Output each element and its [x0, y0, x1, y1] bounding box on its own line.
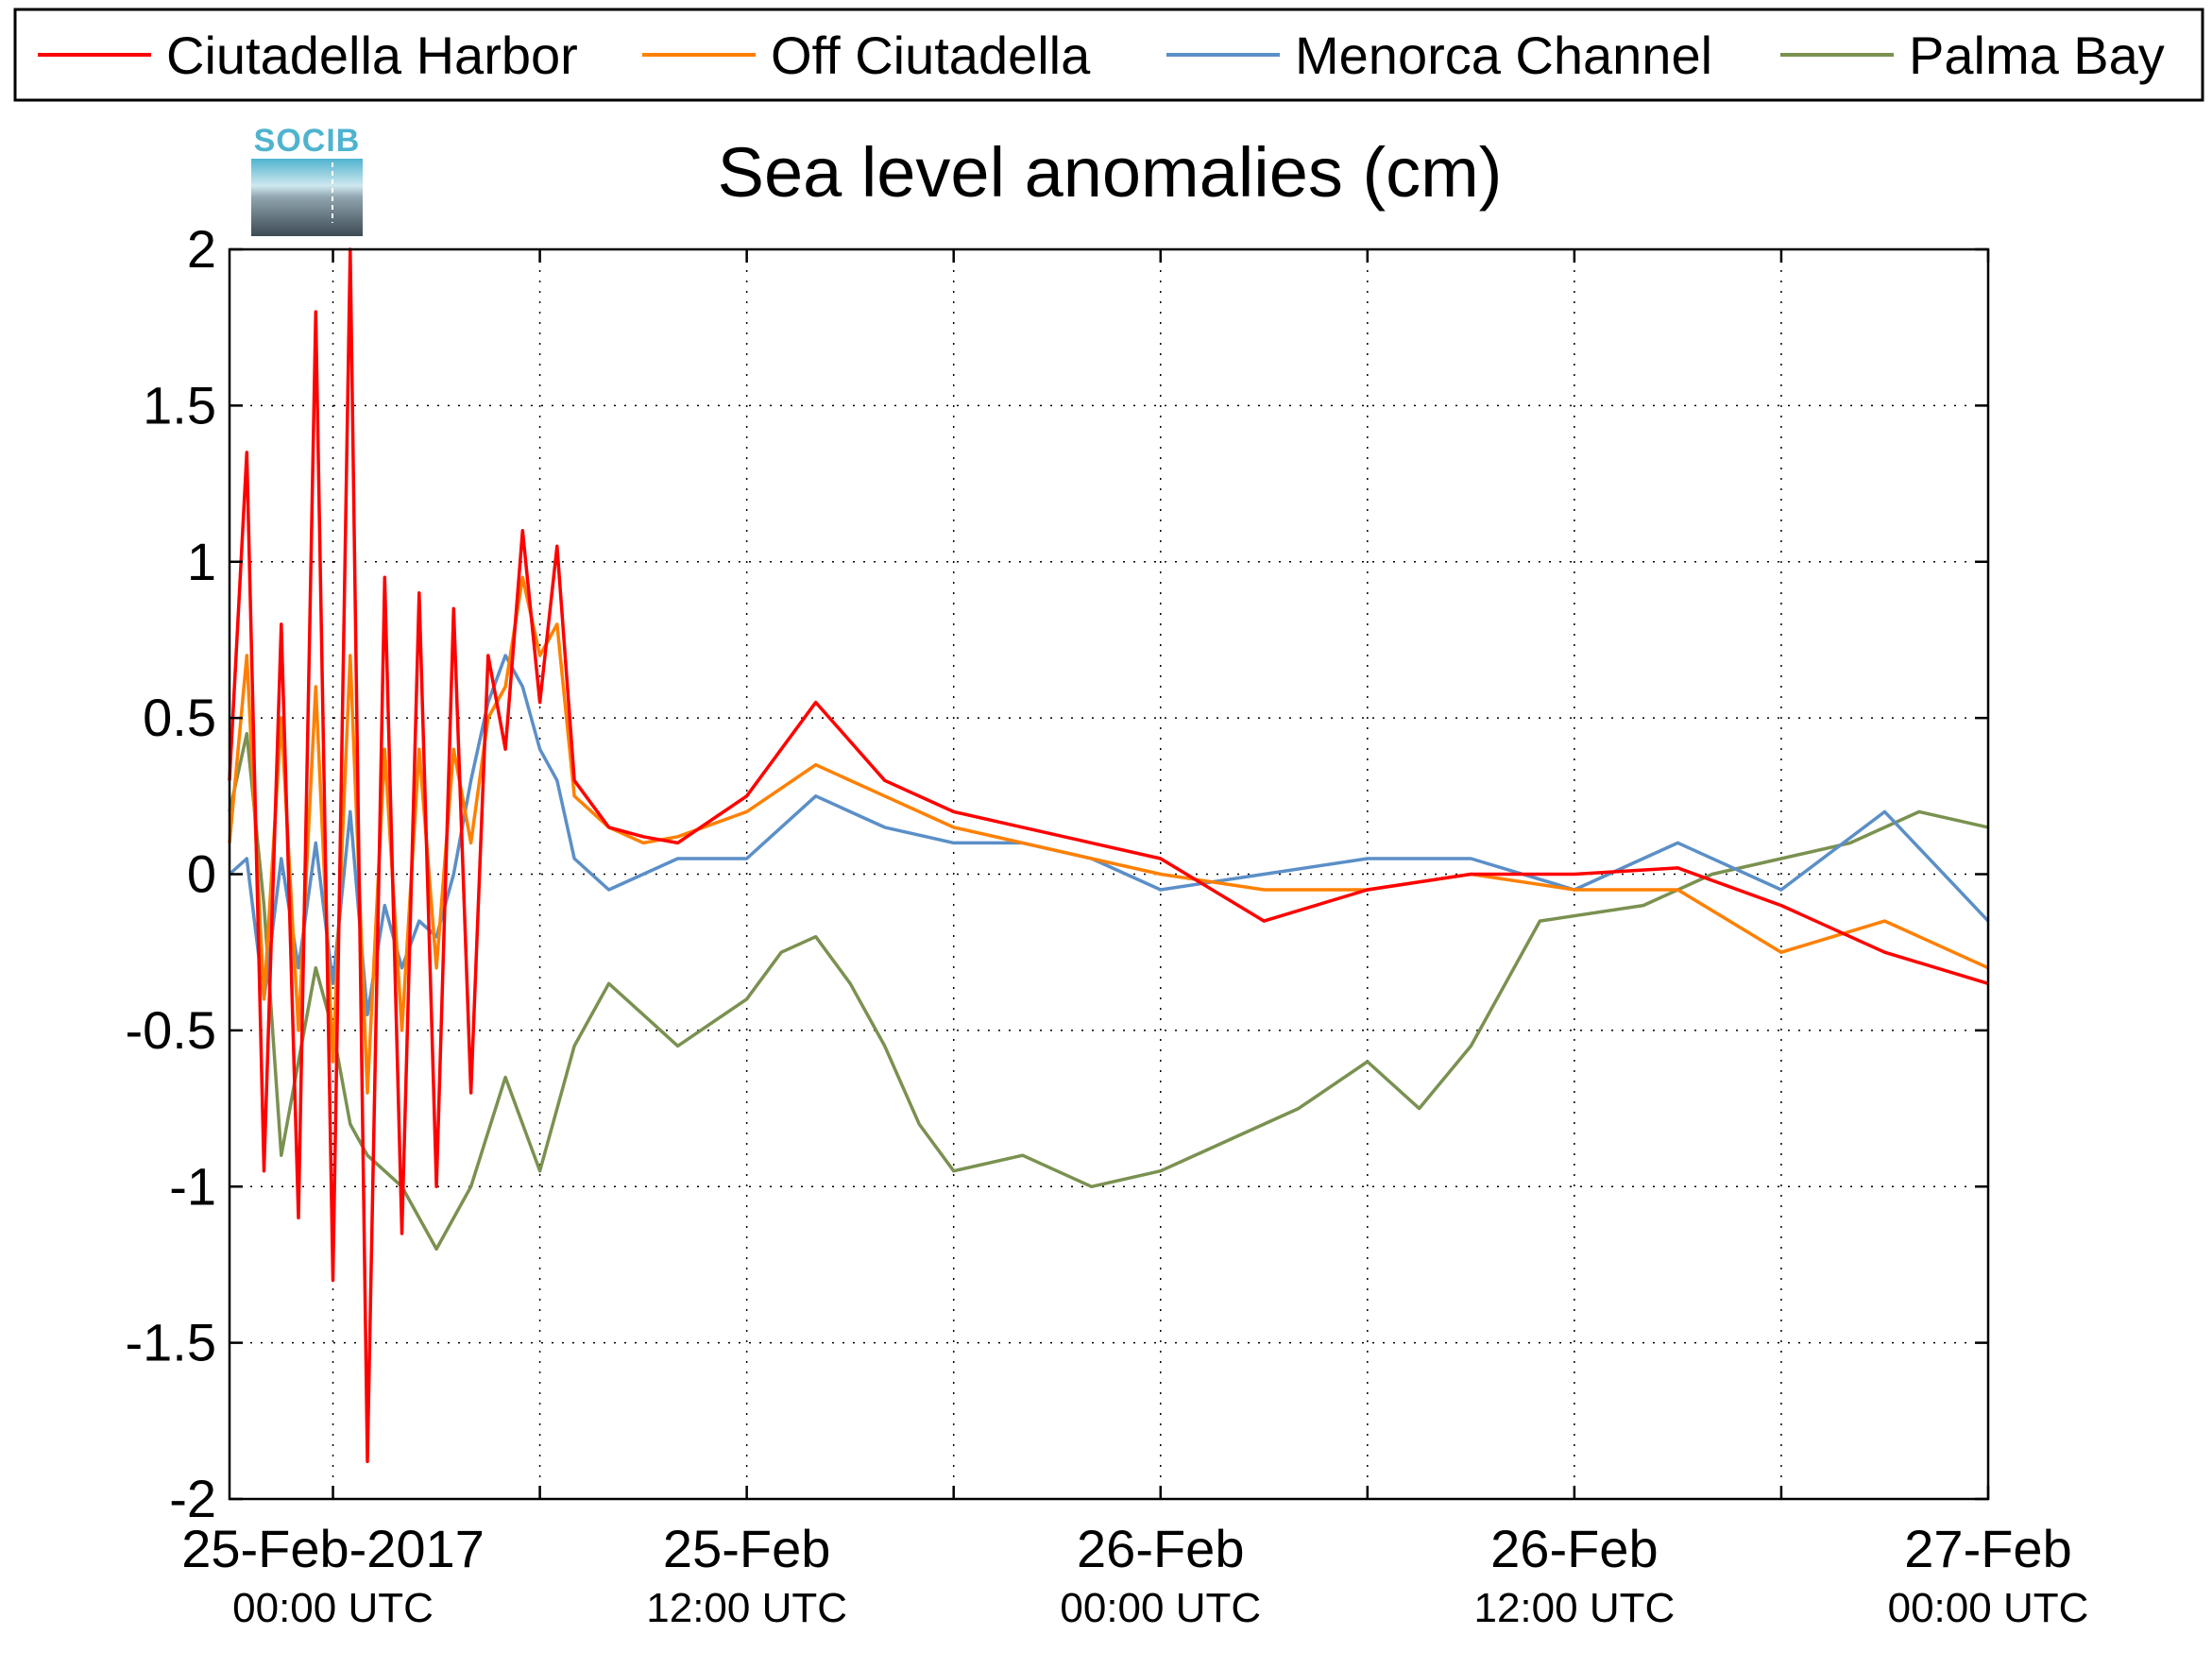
y-tick-label: 2	[187, 219, 216, 279]
y-axis-labels: -2 -1.5 -1 -0.5 0 0.5 1 1.5 2	[126, 219, 217, 1528]
y-tick-label: -1.5	[126, 1313, 217, 1372]
y-tick-label: -2	[169, 1469, 216, 1528]
logo-text: SOCIB	[254, 123, 361, 159]
plot-background	[230, 249, 1988, 1499]
x-tick-label: 27-Feb	[1904, 1519, 2071, 1578]
y-tick-label: -0.5	[126, 1000, 217, 1060]
y-tick-label: 1.5	[143, 375, 216, 434]
legend-items: Ciutadella Harbor Off Ciutadella Menorca C…	[38, 26, 2165, 85]
x-axis-labels: 25-Feb-2017 00:00 UTC 25-Feb 12:00 UTC 26-Fe…	[181, 1519, 2088, 1631]
series-line-palma-bay	[228, 731, 1989, 1252]
tick-marks	[230, 247, 1990, 1501]
x-tick-sublabel: 00:00 UTC	[1060, 1585, 1261, 1631]
x-tick-label: 26-Feb	[1490, 1519, 1658, 1578]
chart-title: Sea level anomalies (cm)	[718, 133, 1503, 212]
y-tick-label: 0	[187, 844, 216, 904]
x-tick-sublabel: 00:00 UTC	[1888, 1585, 2089, 1631]
series-line-ciutadella-harbor	[228, 247, 1989, 1464]
legend-label: Menorca Channel	[1295, 26, 1712, 85]
legend: Ciutadella Harbor Off Ciutadella Menorca C…	[13, 8, 2204, 102]
logo-wave-block	[251, 159, 363, 236]
plot-area: -2 -1.5 -1 -0.5 0 0.5 1 1.5 2 25-Feb-2017 00:00 U…	[126, 219, 2089, 1631]
legend-label: Off Ciutadella	[771, 26, 1091, 85]
series-group	[228, 247, 1990, 1464]
y-tick-label: 1	[187, 532, 216, 591]
y-tick-label: -1	[169, 1156, 216, 1216]
x-tick-label: 26-Feb	[1077, 1519, 1244, 1578]
x-tick-label: 25-Feb-2017	[181, 1519, 485, 1578]
x-tick-label: 25-Feb	[663, 1519, 830, 1578]
legend-label: Ciutadella Harbor	[166, 26, 578, 85]
y-tick-label: 0.5	[143, 688, 216, 747]
x-tick-sublabel: 00:00 UTC	[232, 1585, 434, 1631]
x-tick-sublabel: 12:00 UTC	[646, 1585, 847, 1631]
x-tick-sublabel: 12:00 UTC	[1473, 1585, 1675, 1631]
legend-label: Palma Bay	[1909, 26, 2165, 85]
socib-logo: SOCIB	[251, 123, 363, 236]
